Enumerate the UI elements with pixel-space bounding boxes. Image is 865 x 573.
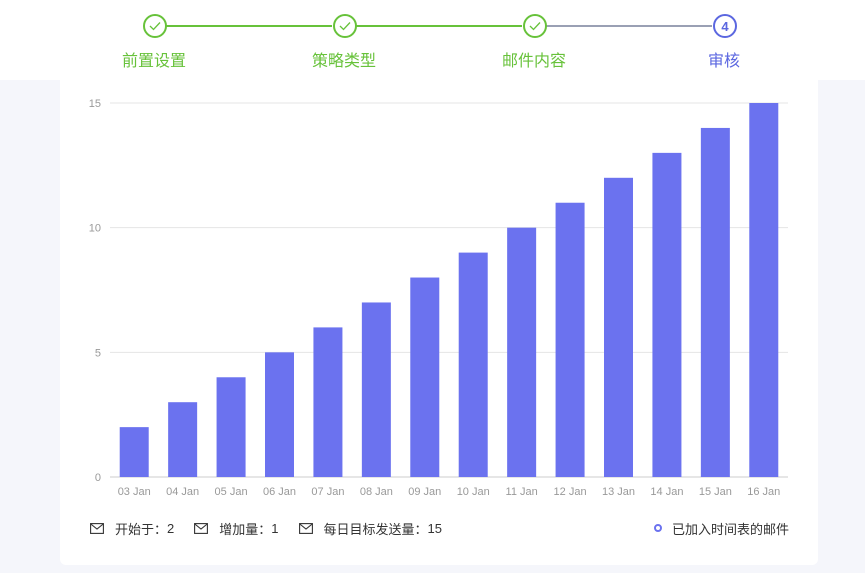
- x-tick-label: 12 Jan: [554, 486, 587, 498]
- step-active-circle: 4: [713, 14, 737, 38]
- stat-value: 1: [271, 520, 279, 536]
- x-tick-label: 08 Jan: [360, 486, 393, 498]
- x-tick-label: 16 Jan: [747, 486, 780, 498]
- chart-bar: [458, 252, 488, 477]
- step-connector-2: [355, 25, 522, 27]
- step-label: 策略类型: [311, 53, 376, 70]
- chart-bar: [749, 103, 779, 477]
- x-tick-label: 14 Jan: [650, 486, 683, 498]
- stat-daily-target: 每日目标发送量： 15: [298, 519, 442, 538]
- x-tick-label: 11 Jan: [506, 486, 538, 498]
- step-done-circle: [333, 14, 357, 38]
- chart-bar: [410, 277, 440, 477]
- check-icon: [529, 22, 541, 31]
- chart-bar: [216, 377, 246, 477]
- y-tick-label: 15: [89, 98, 101, 110]
- stat-start: 开始于： 2: [90, 519, 174, 538]
- x-tick-label: 15 Jan: [699, 486, 732, 498]
- x-tick-label: 13 Jan: [602, 486, 635, 498]
- chart-bar: [652, 152, 682, 477]
- stats-row: 开始于： 2 增加量： 1 每日目标发送量： 15: [90, 519, 462, 537]
- mail-icon: [90, 522, 104, 534]
- chart-bar: [700, 127, 730, 477]
- stat-label: 开始于：: [115, 521, 168, 537]
- chart-bar: [313, 327, 343, 477]
- step-label: 邮件内容: [501, 53, 566, 70]
- check-icon: [339, 22, 351, 31]
- x-tick-label: 05 Jan: [215, 486, 248, 498]
- stat-value: 15: [427, 520, 442, 536]
- bar-chart: 0 5 10 15 03 Jan 04 Jan 05 Jan 06 Jan 07 Jan 08 J…: [89, 98, 788, 498]
- chart-bar: [119, 427, 149, 477]
- x-tick-label: 06 Jan: [263, 486, 296, 498]
- y-tick-label: 5: [95, 347, 101, 359]
- chart-bar: [168, 402, 198, 477]
- x-tick-label: 07 Jan: [311, 486, 344, 498]
- y-tick-label: 10: [89, 223, 101, 235]
- step-connector-1: [165, 25, 332, 27]
- step-label: 前置设置: [121, 53, 186, 70]
- chart-bar: [265, 352, 294, 477]
- step-done-circle: [143, 14, 167, 38]
- mail-icon: [298, 522, 313, 534]
- mail-icon: [194, 522, 209, 534]
- x-tick-label: 09 Jan: [408, 486, 441, 498]
- chart-bar: [555, 202, 585, 477]
- chart-bar: [361, 302, 391, 477]
- step-connector-3: [545, 25, 712, 27]
- progress-stepper: 前置设置 策略类型 邮件内容 4 审核: [0, 0, 865, 80]
- x-tick-label: 03 Jan: [118, 486, 151, 498]
- step-done-circle: [523, 14, 547, 38]
- legend-marker: [653, 524, 662, 532]
- legend-label: 已加入时间表的邮件: [671, 521, 789, 537]
- x-tick-label: 10 Jan: [457, 486, 490, 498]
- chart-bar: [507, 227, 537, 477]
- stat-label: 增加量：: [219, 521, 272, 537]
- chart-bar: [604, 177, 633, 478]
- y-tick-label: 0: [95, 472, 101, 484]
- stat-value: 2: [167, 520, 175, 536]
- chart-legend[interactable]: 已加入时间表的邮件: [653, 519, 789, 537]
- step-number: 4: [721, 18, 729, 34]
- stat-label: 每日目标发送量：: [323, 521, 428, 537]
- check-icon: [149, 22, 161, 31]
- step-label: 审核: [707, 53, 740, 70]
- stat-increment: 增加量： 1: [194, 519, 279, 538]
- x-tick-label: 04 Jan: [166, 486, 199, 498]
